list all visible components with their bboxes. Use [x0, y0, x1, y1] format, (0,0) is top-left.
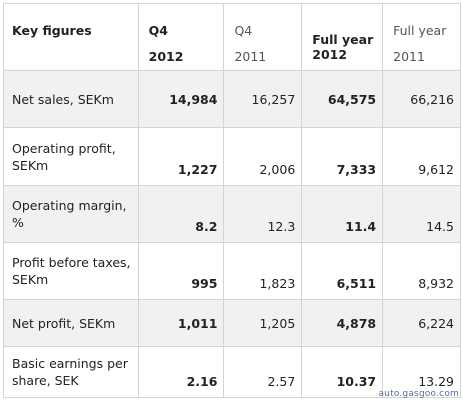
value-full-year-2012: 11.4 [301, 185, 384, 243]
table-row: Net profit, SEKm 1,011 1,205 4,878 6,224 [3, 299, 461, 347]
value-q4-2012: 1,011 [137, 299, 225, 347]
header-full-year-2012-line1: Full year [312, 32, 374, 47]
row-label: Basic earnings per share, SEK [3, 346, 139, 398]
header-full-year-2012-line2: 2012 [312, 47, 348, 62]
value-full-year-2012: 7,333 [301, 127, 384, 186]
header-full-year-2011: Full year 2011 [382, 3, 461, 71]
value-q4-2012: 14,984 [137, 70, 225, 128]
value-full-year-2011: 9,612 [382, 127, 461, 186]
value-q4-2011: 2,006 [223, 127, 303, 186]
value-full-year-2012: 6,511 [301, 242, 384, 300]
row-label: Operating margin, % [3, 185, 139, 243]
value-q4-2012: 1,227 [137, 127, 225, 186]
value-full-year-2012: 64,575 [301, 70, 384, 128]
value-full-year-2011: 14.5 [382, 185, 461, 243]
value-full-year-2011: 13.29 [382, 346, 461, 398]
header-q4-2011-line2: 2011 [234, 49, 267, 64]
value-q4-2011: 12.3 [223, 185, 303, 243]
value-full-year-2011: 6,224 [382, 299, 461, 347]
row-label: Net sales, SEKm [3, 70, 139, 128]
table-row: Basic earnings per share, SEK 2.16 2.57 … [3, 346, 461, 398]
watermark-text: auto.gasgoo.com [378, 389, 459, 399]
value-q4-2012: 2.16 [137, 346, 225, 398]
value-full-year-2012: 10.37 [301, 346, 384, 398]
table-row: Operating profit, SEKm 1,227 2,006 7,333… [3, 127, 461, 186]
row-label: Net profit, SEKm [3, 299, 139, 347]
key-figures-table: Key figures Q4 2012 Q4 2011 Full year 20… [3, 3, 461, 398]
header-full-year-2011-line1: Full year [393, 23, 447, 38]
header-full-year-2011-line2: 2011 [393, 49, 425, 64]
value-q4-2012: 995 [137, 242, 225, 300]
header-q4-2011: Q4 2011 [223, 3, 303, 71]
value-q4-2011: 2.57 [223, 346, 303, 398]
value-full-year-2012: 4,878 [301, 299, 384, 347]
value-q4-2012: 8.2 [137, 185, 225, 243]
value-q4-2011: 1,205 [223, 299, 303, 347]
header-q4-2012-line1: Q4 [148, 23, 168, 38]
header-key-figures: Key figures [3, 3, 139, 71]
row-label: Profit before taxes, SEKm [3, 242, 139, 300]
table-row: Profit before taxes, SEKm 995 1,823 6,51… [3, 242, 461, 300]
header-full-year-2012: Full year 2012 [301, 3, 384, 71]
table-row: Net sales, SEKm 14,984 16,257 64,575 66,… [3, 70, 461, 128]
header-q4-2012-line2: 2012 [148, 49, 184, 64]
header-q4-2011-line1: Q4 [234, 23, 253, 38]
row-label: Operating profit, SEKm [3, 127, 139, 186]
value-q4-2011: 1,823 [223, 242, 303, 300]
table-header-row: Key figures Q4 2012 Q4 2011 Full year 20… [3, 3, 461, 71]
value-q4-2011: 16,257 [223, 70, 303, 128]
value-full-year-2011: 66,216 [382, 70, 461, 128]
header-q4-2012: Q4 2012 [137, 3, 225, 71]
table-row: Operating margin, % 8.2 12.3 11.4 14.5 [3, 185, 461, 243]
value-full-year-2011: 8,932 [382, 242, 461, 300]
